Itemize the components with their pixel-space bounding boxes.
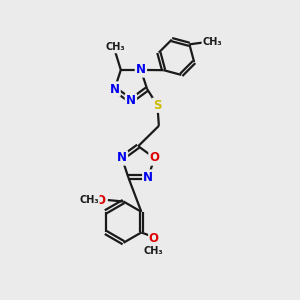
Text: CH₃: CH₃ (105, 42, 125, 52)
Text: N: N (143, 171, 153, 184)
Text: O: O (95, 194, 106, 207)
Text: O: O (149, 232, 159, 245)
Text: N: N (136, 63, 146, 76)
Text: CH₃: CH₃ (202, 37, 222, 47)
Text: S: S (153, 99, 162, 112)
Text: O: O (149, 152, 160, 164)
Text: N: N (126, 94, 136, 107)
Text: N: N (117, 152, 127, 164)
Text: N: N (110, 82, 120, 95)
Text: CH₃: CH₃ (144, 246, 164, 256)
Text: CH₃: CH₃ (80, 195, 99, 205)
